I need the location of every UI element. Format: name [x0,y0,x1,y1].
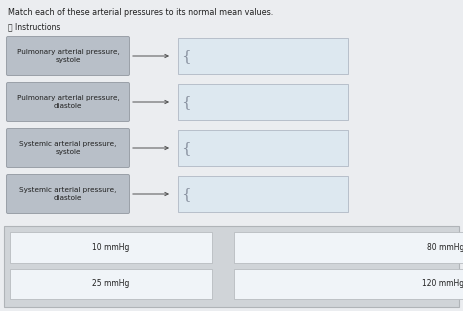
Text: Pulmonary arterial pressure,
systole: Pulmonary arterial pressure, systole [17,49,119,63]
FancyBboxPatch shape [6,36,130,76]
FancyBboxPatch shape [178,84,348,120]
FancyBboxPatch shape [4,226,459,307]
FancyBboxPatch shape [6,174,130,213]
Text: {: { [181,141,191,155]
FancyBboxPatch shape [178,130,348,166]
Text: {: { [181,49,191,63]
FancyBboxPatch shape [10,232,212,262]
FancyBboxPatch shape [233,232,463,262]
FancyBboxPatch shape [178,38,348,74]
FancyBboxPatch shape [233,268,463,299]
Text: {: { [181,95,191,109]
Text: Match each of these arterial pressures to its normal mean values.: Match each of these arterial pressures t… [8,8,273,17]
Text: Systemic arterial pressure,
systole: Systemic arterial pressure, systole [19,141,117,155]
Text: ⓘ Instructions: ⓘ Instructions [8,22,60,31]
FancyBboxPatch shape [178,176,348,212]
Text: 120 mmHg: 120 mmHg [422,279,463,288]
FancyBboxPatch shape [6,128,130,168]
Text: Pulmonary arterial pressure,
diastole: Pulmonary arterial pressure, diastole [17,95,119,109]
FancyBboxPatch shape [10,268,212,299]
Text: 80 mmHg: 80 mmHg [427,243,463,252]
Text: {: { [181,187,191,201]
Text: 10 mmHg: 10 mmHg [92,243,130,252]
Text: 25 mmHg: 25 mmHg [92,279,130,288]
FancyBboxPatch shape [6,82,130,122]
Text: Systemic arterial pressure,
diastole: Systemic arterial pressure, diastole [19,187,117,201]
